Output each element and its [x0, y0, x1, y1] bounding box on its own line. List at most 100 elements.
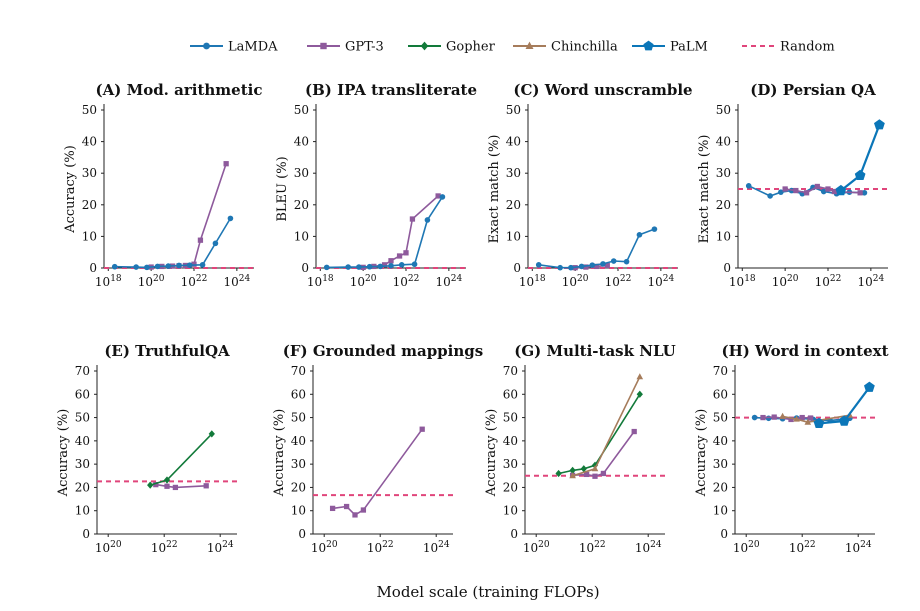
panel-title: (B) IPA transliterate	[305, 81, 477, 99]
data-point	[874, 119, 885, 130]
series-line	[151, 163, 227, 268]
y-tick-label: 60	[75, 387, 90, 401]
x-tick-label: 1020	[772, 274, 799, 289]
panel-title: (D) Persian QA	[750, 81, 876, 99]
legend: LaMDA GPT-3 Gopher Chinchilla PaLM Random	[190, 40, 835, 55]
y-tick-label: 0	[720, 527, 728, 541]
x-tick-label: 1024	[207, 540, 234, 555]
data-point	[793, 187, 799, 194]
data-point	[610, 258, 617, 264]
data-point	[593, 263, 600, 270]
data-point	[208, 430, 215, 438]
series-palm	[813, 381, 875, 428]
y-axis-label: Exact match (%)	[487, 135, 502, 244]
y-tick-label: 60	[291, 387, 306, 401]
panel-f-grounded-mappings: (F) Grounded mappings0102030405060701020…	[272, 342, 483, 555]
y-tick-label: 20	[713, 480, 728, 494]
legend-label: GPT-3	[345, 40, 384, 55]
data-point	[191, 261, 197, 267]
y-tick-label: 30	[291, 457, 306, 471]
y-tick-label: 20	[294, 198, 309, 212]
y-tick-label: 50	[291, 411, 306, 425]
data-point	[419, 426, 425, 432]
y-tick-label: 70	[291, 364, 306, 378]
legend-label: Gopher	[446, 40, 496, 55]
y-tick-label: 40	[75, 434, 90, 448]
series-line	[538, 228, 655, 269]
data-point	[411, 261, 418, 268]
data-point	[623, 258, 630, 265]
data-point	[153, 481, 159, 488]
data-point	[831, 188, 838, 195]
data-point	[377, 263, 384, 270]
data-point	[745, 183, 752, 189]
y-tick-label: 40	[506, 135, 521, 149]
data-point	[631, 428, 637, 435]
data-point	[323, 264, 330, 271]
x-tick-label: 1022	[151, 540, 178, 555]
data-point	[172, 484, 179, 491]
data-point	[111, 263, 118, 270]
y-axis-label: Accuracy (%)	[56, 409, 71, 498]
x-tick-label: 1018	[307, 274, 334, 289]
data-point	[636, 390, 643, 398]
panel-title: (C) Word unscramble	[513, 81, 692, 99]
panel-title: (G) Multi-task NLU	[514, 342, 676, 360]
y-tick-label: 10	[716, 229, 731, 243]
x-tick-label: 1020	[311, 540, 338, 555]
legend-label: PaLM	[670, 40, 708, 55]
y-tick-label: 10	[291, 504, 306, 518]
series-lamda	[323, 194, 446, 271]
data-point	[165, 263, 172, 269]
y-tick-label: 70	[713, 364, 728, 378]
y-tick-label: 20	[291, 480, 306, 494]
panel-title: (E) TruthfulQA	[104, 342, 230, 360]
x-tick-label: 1020	[733, 540, 760, 555]
panel-title: (A) Mod. arithmetic	[96, 81, 263, 99]
data-point	[164, 483, 170, 489]
y-tick-label: 40	[82, 135, 97, 149]
data-point	[176, 262, 182, 269]
y-tick-label: 50	[294, 103, 309, 117]
series-gpt-3	[329, 426, 425, 518]
y-tick-label: 70	[75, 364, 90, 378]
y-tick-label: 10	[503, 504, 518, 518]
data-point	[154, 263, 161, 270]
series-line	[326, 196, 444, 269]
panel-title: (F) Grounded mappings	[283, 342, 483, 360]
series-gpt-3	[153, 481, 209, 491]
y-tick-label: 0	[723, 261, 731, 275]
x-tick-label: 1018	[519, 274, 546, 289]
legend-item-palm: PaLM	[632, 40, 708, 55]
data-point	[820, 188, 827, 195]
data-point	[592, 473, 598, 479]
y-axis-label: BLEU (%)	[275, 156, 290, 221]
data-point	[345, 264, 351, 270]
legend-marker	[420, 41, 429, 51]
data-point	[396, 253, 403, 259]
x-tick-label: 1024	[435, 274, 462, 289]
data-point	[435, 193, 441, 199]
data-point	[804, 418, 812, 425]
x-tick-label: 1020	[350, 274, 377, 289]
x-tick-label: 1022	[579, 540, 606, 555]
y-tick-label: 70	[503, 364, 518, 378]
series-line	[332, 428, 423, 516]
data-point	[388, 258, 394, 264]
data-point	[223, 161, 229, 167]
legend-item-gopher: Gopher	[408, 40, 496, 55]
data-point	[838, 415, 850, 426]
data-point	[751, 414, 758, 421]
legend-label: Chinchilla	[551, 40, 618, 55]
legend-label: LaMDA	[228, 40, 278, 55]
data-point	[779, 412, 786, 419]
y-tick-label: 20	[82, 198, 97, 212]
y-tick-label: 60	[713, 387, 728, 401]
panel-title: (H) Word in context	[721, 342, 888, 360]
legend-marker	[643, 40, 654, 51]
data-point	[360, 507, 367, 513]
legend-marker	[525, 41, 534, 49]
data-point	[854, 169, 866, 180]
data-point	[799, 414, 805, 421]
